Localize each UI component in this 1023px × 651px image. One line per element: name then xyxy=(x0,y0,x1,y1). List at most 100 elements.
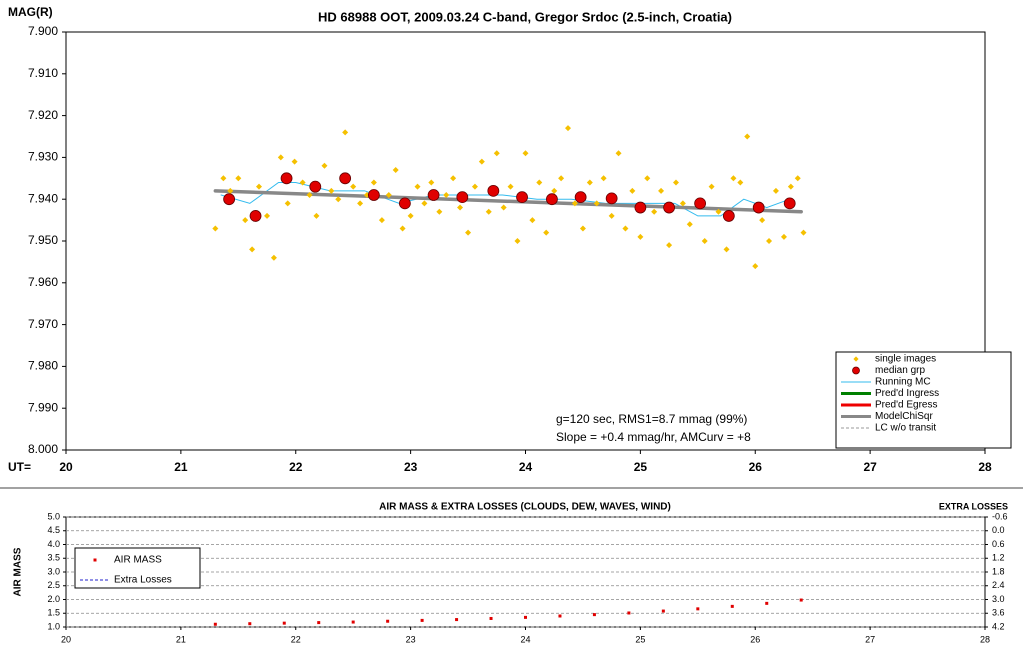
chart-title: AIR MASS & EXTRA LOSSES (CLOUDS, DEW, WA… xyxy=(379,502,671,513)
data-point xyxy=(593,200,600,207)
data-point xyxy=(220,175,227,182)
data-point xyxy=(235,175,242,182)
data-point xyxy=(737,179,744,186)
data-point xyxy=(428,179,435,186)
x-tick-label: 23 xyxy=(406,634,416,644)
x-tick-label: 21 xyxy=(176,634,186,644)
data-point xyxy=(487,184,500,197)
y-tick-label: 7.950 xyxy=(28,233,58,247)
y-tick-label: 7.960 xyxy=(28,275,58,289)
data-point xyxy=(783,197,796,210)
x-tick-label: 24 xyxy=(519,460,533,474)
x-tick-label: 20 xyxy=(59,460,73,474)
y-tick-label: 7.910 xyxy=(28,66,58,80)
y2-tick-label: 2.4 xyxy=(992,580,1005,590)
x-tick-label: 21 xyxy=(174,460,188,474)
y2-tick-label: 1.8 xyxy=(992,566,1005,576)
data-point xyxy=(558,614,562,618)
y-tick-label: 7.920 xyxy=(28,108,58,122)
data-point xyxy=(421,200,428,207)
data-point xyxy=(328,187,335,194)
y-tick-label: 2.5 xyxy=(47,580,60,590)
y-tick-label: 4.5 xyxy=(47,525,60,535)
data-point xyxy=(722,210,735,222)
data-point xyxy=(350,183,357,190)
legend-marker xyxy=(852,366,860,375)
data-point xyxy=(392,166,399,173)
y2-tick-label: 4.2 xyxy=(992,621,1005,631)
data-point xyxy=(213,622,217,626)
legend-label: single images xyxy=(875,354,936,365)
x-tick-label: 22 xyxy=(289,460,303,474)
data-point xyxy=(280,172,293,185)
data-point xyxy=(694,197,707,210)
data-point xyxy=(622,225,629,232)
x-axis-label: UT= xyxy=(8,460,31,474)
data-point xyxy=(284,200,291,207)
data-point xyxy=(321,162,328,169)
data-point xyxy=(351,620,355,624)
data-point xyxy=(443,192,450,199)
y-tick-label: 2.0 xyxy=(47,594,60,604)
data-point xyxy=(658,187,665,194)
data-point xyxy=(730,604,734,608)
data-point xyxy=(277,154,284,161)
legend-box xyxy=(74,547,201,589)
data-point xyxy=(679,200,686,207)
legend-label: LC w/o transit xyxy=(875,423,936,434)
data-point xyxy=(586,179,593,186)
data-point xyxy=(398,197,411,210)
annotation: Slope = +0.4 mmag/hr, AMCurv = +8 xyxy=(556,430,751,444)
x-tick-label: 27 xyxy=(863,460,877,474)
data-point xyxy=(696,607,700,611)
data-point xyxy=(701,238,708,244)
data-line xyxy=(213,189,803,214)
data-point xyxy=(500,204,507,211)
data-point xyxy=(759,217,766,224)
data-point xyxy=(672,179,679,186)
data-point xyxy=(457,204,464,211)
data-point xyxy=(629,187,636,194)
data-point xyxy=(723,246,730,253)
y-tick-label: 7.940 xyxy=(28,191,58,205)
data-point xyxy=(600,175,607,182)
x-tick-label: 25 xyxy=(635,634,645,644)
data-point xyxy=(242,217,249,224)
data-point xyxy=(299,179,306,186)
data-point xyxy=(255,183,262,190)
y2-tick-label: 0.6 xyxy=(992,539,1005,549)
data-point xyxy=(766,238,773,244)
y-axis-label: MAG(R) xyxy=(8,5,53,19)
x-tick-label: 22 xyxy=(291,634,301,644)
data-point xyxy=(571,200,578,207)
y-tick-label: 5.0 xyxy=(47,511,60,521)
data-point xyxy=(478,158,485,165)
x-tick-label: 28 xyxy=(980,634,990,644)
data-point xyxy=(420,618,424,622)
legend-label: Pred'd Egress xyxy=(875,400,938,411)
data-point xyxy=(342,129,349,136)
data-point xyxy=(291,158,298,165)
data-point xyxy=(282,621,286,625)
legend-label: median grp xyxy=(875,365,925,376)
data-point xyxy=(317,621,321,625)
data-point xyxy=(543,229,550,236)
data-point xyxy=(800,229,807,236)
data-point xyxy=(765,601,769,605)
chart-title: HD 68988 OOT, 2009.03.24 C-band, Gregor … xyxy=(318,9,732,24)
data-point xyxy=(367,189,380,201)
x-tick-label: 25 xyxy=(634,460,648,474)
data-point xyxy=(223,193,236,206)
data-point xyxy=(787,183,794,190)
y-axis-label: AIR MASS xyxy=(13,547,24,596)
y2-tick-label: -0.6 xyxy=(992,511,1008,521)
data-point xyxy=(686,221,693,228)
data-point xyxy=(399,225,406,232)
y2-tick-label: 3.6 xyxy=(992,608,1005,618)
y2-axis-label: EXTRA LOSSES xyxy=(939,501,1008,511)
data-point xyxy=(529,217,536,224)
x-tick-label: 27 xyxy=(865,634,875,644)
data-point xyxy=(661,609,665,613)
